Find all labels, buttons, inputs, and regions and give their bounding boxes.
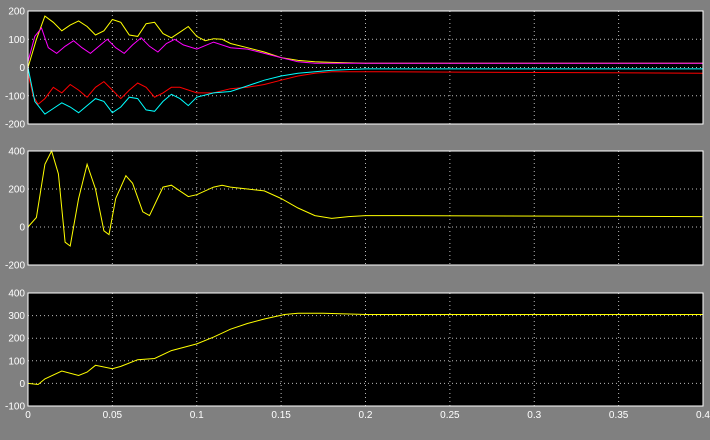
- series-line-3: [27, 71, 704, 105]
- y-tick-label: 200: [8, 185, 25, 196]
- x-tick-label: 0: [25, 410, 31, 421]
- y-tick-label: 200: [8, 7, 25, 18]
- subplot-1: -200 -100 0 100 200: [5, 7, 704, 131]
- y-tick-label: 0: [19, 63, 25, 74]
- x-tick-label: 0.15: [271, 410, 291, 421]
- y-tick-label: 400: [8, 147, 25, 158]
- x-tick-label: 0.25: [440, 410, 460, 421]
- axes-border: [27, 10, 704, 125]
- x-tick-label: 0.35: [609, 410, 629, 421]
- series-line-4: [27, 67, 703, 115]
- y-tick-label: -200: [5, 261, 25, 272]
- y-tick-label: 100: [8, 356, 25, 367]
- y-tick-label: 100: [8, 35, 25, 46]
- y-tick-label: 0: [19, 223, 25, 234]
- y-tick-label: 0: [19, 379, 25, 390]
- y-tick-label: -100: [5, 402, 25, 413]
- y-tick-label: 200: [8, 334, 25, 345]
- y-tick-label: -200: [5, 120, 25, 131]
- axes-border: [27, 292, 704, 407]
- series-line-1: [27, 312, 703, 386]
- x-tick-label: 0.2: [359, 410, 373, 421]
- series-line-2: [27, 26, 703, 64]
- y-tick-label: -100: [5, 91, 25, 102]
- subplot-2: -200 0 200 400: [5, 147, 704, 272]
- x-tick-label: 0.1: [190, 410, 204, 421]
- y-tick-label: 400: [8, 289, 25, 300]
- axes-border: [27, 150, 704, 266]
- y-tick-label: 300: [8, 311, 25, 322]
- x-tick-label: 0.4: [696, 410, 710, 421]
- x-tick-label: 0.05: [103, 410, 123, 421]
- x-tick-label: 0.3: [527, 410, 541, 421]
- series-line-1: [27, 149, 704, 247]
